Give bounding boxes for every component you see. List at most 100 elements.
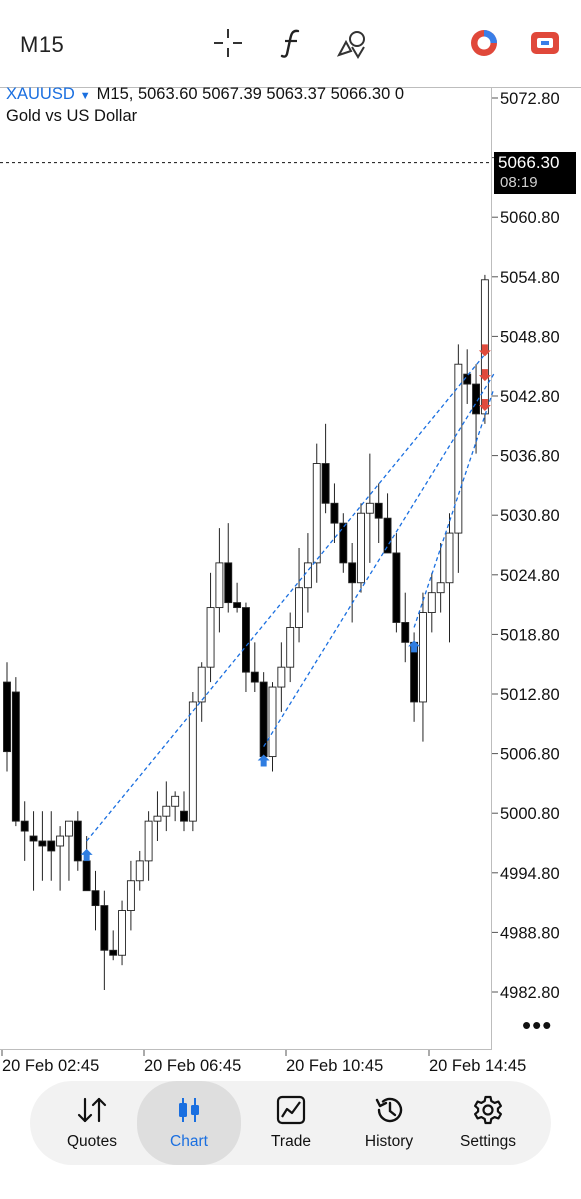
candle-body (64, 820, 73, 837)
candle-body (38, 840, 47, 847)
candle-body (153, 815, 162, 822)
more-options-icon[interactable]: ••• (522, 1010, 553, 1040)
current-price: 5066.30 (498, 153, 560, 172)
bottom-navigation: Quotes Chart Trade (30, 1081, 551, 1165)
candle-body (171, 795, 180, 807)
trade-line (413, 388, 495, 628)
candle-body (268, 686, 277, 758)
candle-body (295, 587, 303, 628)
objects-icon[interactable] (336, 26, 370, 60)
candle-body (436, 582, 445, 594)
symbol-info: XAUUSD ▼ M15, 5063.60 5067.39 5063.37 5066… (6, 85, 404, 104)
function-icon[interactable] (275, 26, 309, 60)
candle-body (20, 820, 29, 832)
price-axis: 5072.805066.805060.805054.805048.805042.… (492, 90, 560, 1002)
chart-icon (174, 1093, 204, 1127)
candle-body (419, 612, 427, 703)
candle-body (3, 681, 11, 753)
candle-body (250, 671, 259, 683)
candle-body (29, 835, 38, 842)
candle-body (277, 666, 286, 688)
candle-body (348, 562, 357, 584)
y-tick-label: 4994.80 (500, 865, 560, 883)
nav-label-history: History (364, 1133, 414, 1150)
candle-body (224, 562, 233, 604)
candle-body (73, 820, 82, 862)
y-tick-label: 5048.80 (500, 328, 560, 346)
candle-body (135, 860, 144, 882)
quotes-icon (75, 1093, 109, 1127)
sell-arrow-icon (478, 369, 491, 382)
sell-arrow-icon (478, 398, 491, 411)
y-tick-label: 5030.80 (500, 507, 560, 525)
trade-line (86, 353, 486, 842)
top-toolbar: M15 (0, 0, 581, 88)
candle-body (180, 810, 188, 822)
candle-body (392, 552, 401, 623)
y-tick-label: 5060.80 (500, 209, 560, 227)
symbol-description: Gold vs US Dollar (6, 107, 138, 125)
x-tick-label: 20 Feb 14:45 (429, 1057, 526, 1075)
y-tick-label: 5054.80 (500, 269, 560, 287)
candle-body (11, 691, 20, 822)
candle-body (374, 502, 383, 519)
candle-body (330, 502, 339, 524)
candle-body (126, 880, 135, 911)
ohlc-values: 5063.60 5067.39 5063.37 5066.30 0 (137, 85, 405, 103)
candle-body (445, 532, 454, 584)
candle-body (56, 835, 65, 847)
symbol-dropdown-icon[interactable]: ▼ (79, 90, 91, 102)
y-tick-label: 4988.80 (500, 924, 560, 942)
settings-icon (472, 1093, 504, 1127)
buy-arrow-icon (408, 640, 421, 653)
x-tick-label: 20 Feb 06:45 (144, 1057, 241, 1075)
price-chart[interactable]: 5072.805066.805060.805054.805048.805042.… (0, 0, 581, 1080)
nav-label-trade: Trade (271, 1133, 311, 1150)
candle-body (100, 905, 109, 951)
trade-toggle-icon[interactable] (528, 26, 562, 60)
x-tick-label: 20 Feb 02:45 (2, 1057, 99, 1075)
crosshair-icon[interactable] (211, 26, 245, 60)
color-wheel-icon[interactable] (467, 26, 501, 60)
candle-body (233, 602, 242, 609)
candle-body (259, 681, 268, 758)
candle-body (188, 701, 197, 822)
chart-timeframe: M15 (96, 85, 129, 103)
y-tick-label: 5024.80 (500, 567, 560, 585)
trade-line (263, 373, 495, 747)
candle-body (383, 517, 392, 554)
nav-item-quotes[interactable]: Quotes (40, 1081, 144, 1165)
candle-body (197, 666, 206, 703)
y-tick-label: 5018.80 (500, 626, 560, 644)
nav-item-history[interactable]: History (337, 1081, 441, 1165)
candle-body (427, 592, 436, 613)
candle-body (472, 383, 480, 415)
nav-label-chart: Chart (170, 1133, 208, 1150)
trade-markers-group (80, 344, 491, 861)
x-tick-label: 20 Feb 10:45 (286, 1057, 383, 1075)
y-tick-label: 5036.80 (500, 448, 560, 466)
symbol-name[interactable]: XAUUSD (6, 85, 75, 103)
y-tick-label: 5000.80 (500, 805, 560, 823)
nav-item-trade[interactable]: Trade (239, 1081, 343, 1165)
candle-body (162, 805, 171, 817)
sell-arrow-icon (478, 344, 491, 357)
y-tick-label: 5006.80 (500, 746, 560, 764)
buy-arrow-icon (80, 848, 93, 861)
candle-body (401, 622, 410, 643)
current-price-tag: 5066.30 08:19 (494, 152, 576, 194)
nav-label-settings: Settings (459, 1133, 516, 1150)
chart-area[interactable] (0, 88, 492, 1050)
candles-group (3, 274, 489, 991)
nav-item-settings[interactable]: Settings (436, 1081, 540, 1165)
candle-body (118, 910, 127, 956)
timeframe-selector[interactable]: M15 (20, 32, 65, 57)
candle-body (109, 949, 118, 956)
nav-item-chart[interactable]: Chart (137, 1081, 241, 1165)
candle-body (303, 562, 312, 589)
history-icon (372, 1093, 406, 1127)
candle-body (365, 502, 374, 514)
y-tick-label: 5072.80 (500, 90, 560, 108)
y-tick-label: 4982.80 (500, 984, 560, 1002)
candle-body (215, 562, 224, 609)
